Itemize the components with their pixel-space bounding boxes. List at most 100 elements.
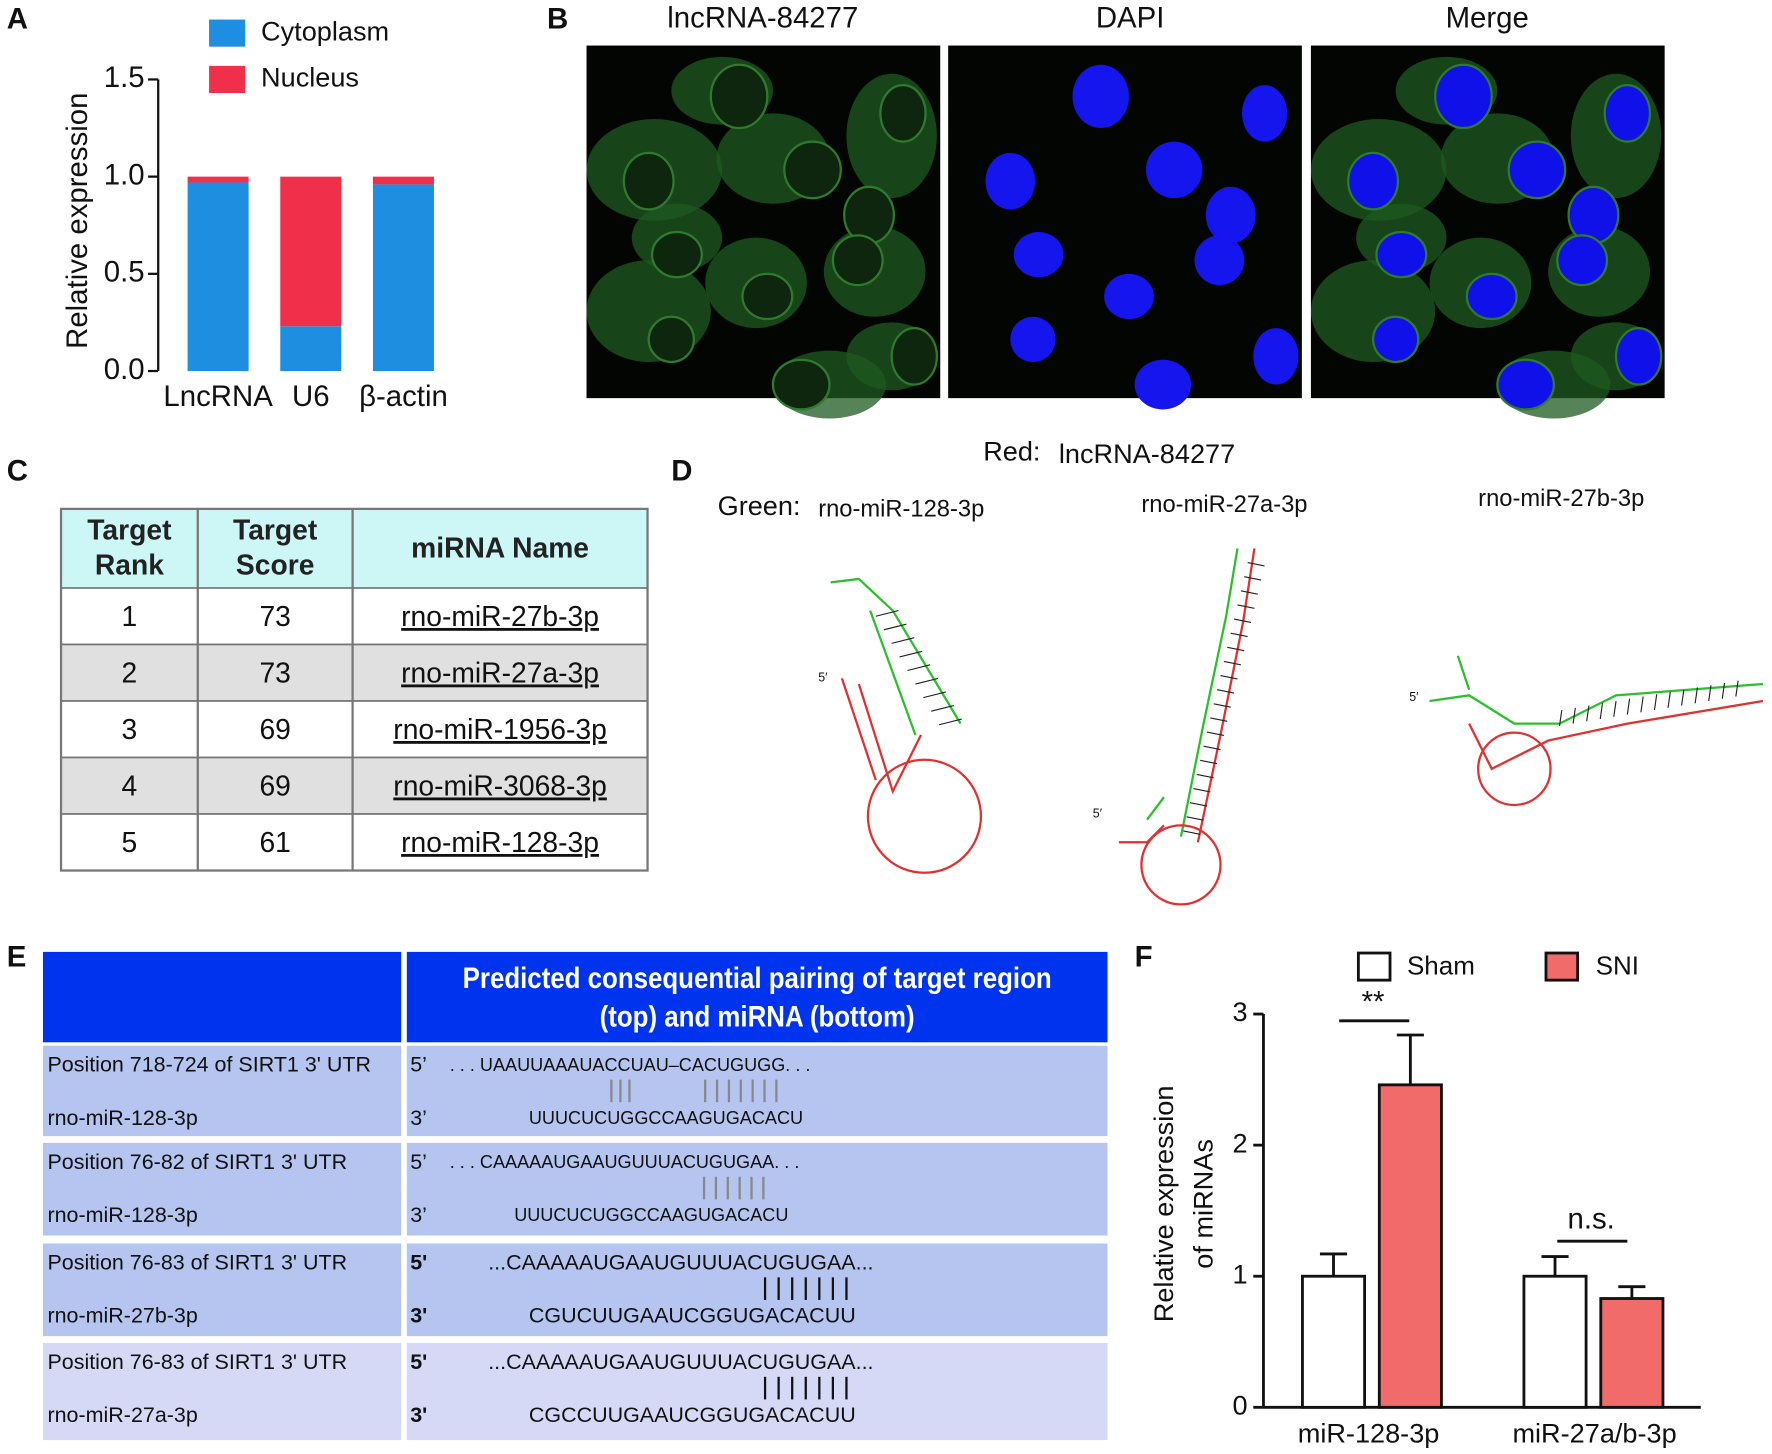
- base-pair: [1183, 830, 1201, 835]
- base-pair: [1223, 660, 1241, 666]
- site-label: Position 718-724 of SIRT1 3' UTR: [47, 1053, 371, 1077]
- strand-end: 5': [410, 1250, 427, 1274]
- bar-segment: [187, 182, 249, 372]
- base-pair: [1572, 707, 1576, 724]
- base-pair: [1613, 700, 1617, 717]
- nucleus-outline: [1567, 185, 1620, 245]
- x-tick-label: LncRNA: [163, 380, 273, 413]
- nucleus-outline: [843, 185, 896, 245]
- legend-key: Green:: [718, 490, 801, 521]
- nucleus: [1205, 186, 1256, 244]
- bar: [1599, 1297, 1665, 1409]
- base-pair: [1626, 698, 1631, 715]
- table-row-bg: [60, 700, 649, 759]
- y-tick-label: 1.5: [104, 61, 145, 94]
- x-tick-label: U6: [292, 380, 330, 413]
- nucleus-outline: [831, 234, 884, 287]
- table-cell: 73: [259, 600, 290, 632]
- base-pair: [1196, 773, 1214, 779]
- legend-label: Nucleus: [261, 62, 359, 93]
- base-pair: [1708, 685, 1712, 702]
- base-pair: [1586, 705, 1590, 722]
- strand: [1179, 548, 1239, 837]
- mirna-link: rno-miR-27a-3p: [401, 656, 599, 688]
- header-bg: [42, 951, 402, 1043]
- bar: [1301, 1274, 1367, 1409]
- base-pair: [1558, 709, 1563, 726]
- base-pair: [1186, 816, 1204, 821]
- table-header-box: Target Score: [233, 515, 317, 582]
- loop: [1477, 731, 1552, 807]
- strand: [1468, 699, 1764, 771]
- row-bg: [42, 1142, 402, 1236]
- panel-label: E: [7, 940, 27, 973]
- bar-segment: [187, 176, 249, 183]
- strand-end: 5’: [410, 1053, 427, 1077]
- table-cell: 5: [122, 826, 138, 858]
- mirna-link: rno-miR-128-3p: [401, 826, 599, 858]
- nucleus: [1134, 359, 1192, 410]
- x-tick-label: miR-128-3p: [1298, 1418, 1440, 1449]
- legend-value: lncRNA-84277: [1059, 438, 1235, 469]
- y-tick-label: 3: [1233, 996, 1248, 1027]
- row-bg: [406, 1342, 1108, 1441]
- table-cell: 61: [259, 826, 290, 858]
- base-pair: [883, 623, 907, 631]
- mirna-sequence: UUUCUCUGGCCAAGUGACACU: [529, 1108, 803, 1128]
- image-title: Merge: [1446, 1, 1529, 34]
- legend-swatch: [1544, 951, 1580, 982]
- nucleus-outline: [647, 315, 696, 364]
- base-pair: [899, 650, 923, 658]
- mirna-link: rno-miR-27b-3p: [401, 600, 599, 632]
- base-pair: [1247, 562, 1265, 567]
- nucleus-outline: [709, 63, 769, 130]
- panel-label: F: [1135, 940, 1153, 973]
- bar-segment: [372, 184, 434, 372]
- site-label: Position 76-83 of SIRT1 3' UTR: [47, 1350, 347, 1374]
- nucleus-outline: [622, 151, 675, 211]
- base-pair: [1230, 632, 1248, 638]
- base-pair: [1217, 689, 1235, 694]
- pairing-header-box: Predicted consequential pairing of targe…: [462, 960, 1052, 1034]
- base-pair: [1735, 680, 1739, 697]
- nucleus-outline: [890, 326, 938, 386]
- target-sequence: . . . CAAAAAUGAAUGUUUACUGUGAA. . .: [450, 1152, 800, 1172]
- strand-end: 3’: [410, 1106, 427, 1130]
- nucleus: [1145, 141, 1203, 199]
- bar-segment: [280, 176, 342, 327]
- base-pair: [1244, 576, 1262, 581]
- row-bg: [42, 1045, 402, 1137]
- nucleus-outline: [741, 272, 794, 321]
- base-pair: [1721, 682, 1726, 699]
- bar-segment: [372, 176, 434, 185]
- base-pair: [891, 637, 915, 644]
- y-axis-label-box: Relative expression of miRNAs: [1149, 1086, 1219, 1323]
- image-title: DAPI: [1096, 1, 1165, 34]
- base-pair: [875, 610, 899, 617]
- legend-value: rno-miR-128-3p: [818, 496, 984, 522]
- row-bg: [406, 1142, 1108, 1236]
- base-pair: [1599, 703, 1604, 720]
- pairing-header: Predicted consequential pairing of targe…: [462, 960, 1052, 1034]
- panel-label: A: [7, 2, 28, 35]
- header-bg: [406, 951, 1108, 1043]
- loop: [1140, 824, 1222, 906]
- base-pair: [1653, 694, 1658, 711]
- strand-end: 5’: [410, 1150, 427, 1174]
- strand: [869, 610, 917, 736]
- strand: [1429, 682, 1764, 725]
- table-header-box: Target Rank: [87, 515, 171, 582]
- panel-label: D: [671, 454, 692, 487]
- bar-segment: [280, 326, 342, 372]
- base-pair: [1189, 802, 1208, 807]
- row-bg: [406, 1045, 1108, 1137]
- y-tick-label: 0: [1233, 1389, 1248, 1420]
- y-tick-label: 2: [1233, 1127, 1248, 1158]
- y-tick-label: 1: [1233, 1258, 1248, 1289]
- base-pair: [1681, 689, 1685, 706]
- x-tick-label: miR-27a/b-3p: [1512, 1418, 1676, 1449]
- strand-end: 3’: [410, 1203, 427, 1227]
- strand: [1118, 824, 1165, 844]
- nucleus-outline: [1603, 83, 1652, 143]
